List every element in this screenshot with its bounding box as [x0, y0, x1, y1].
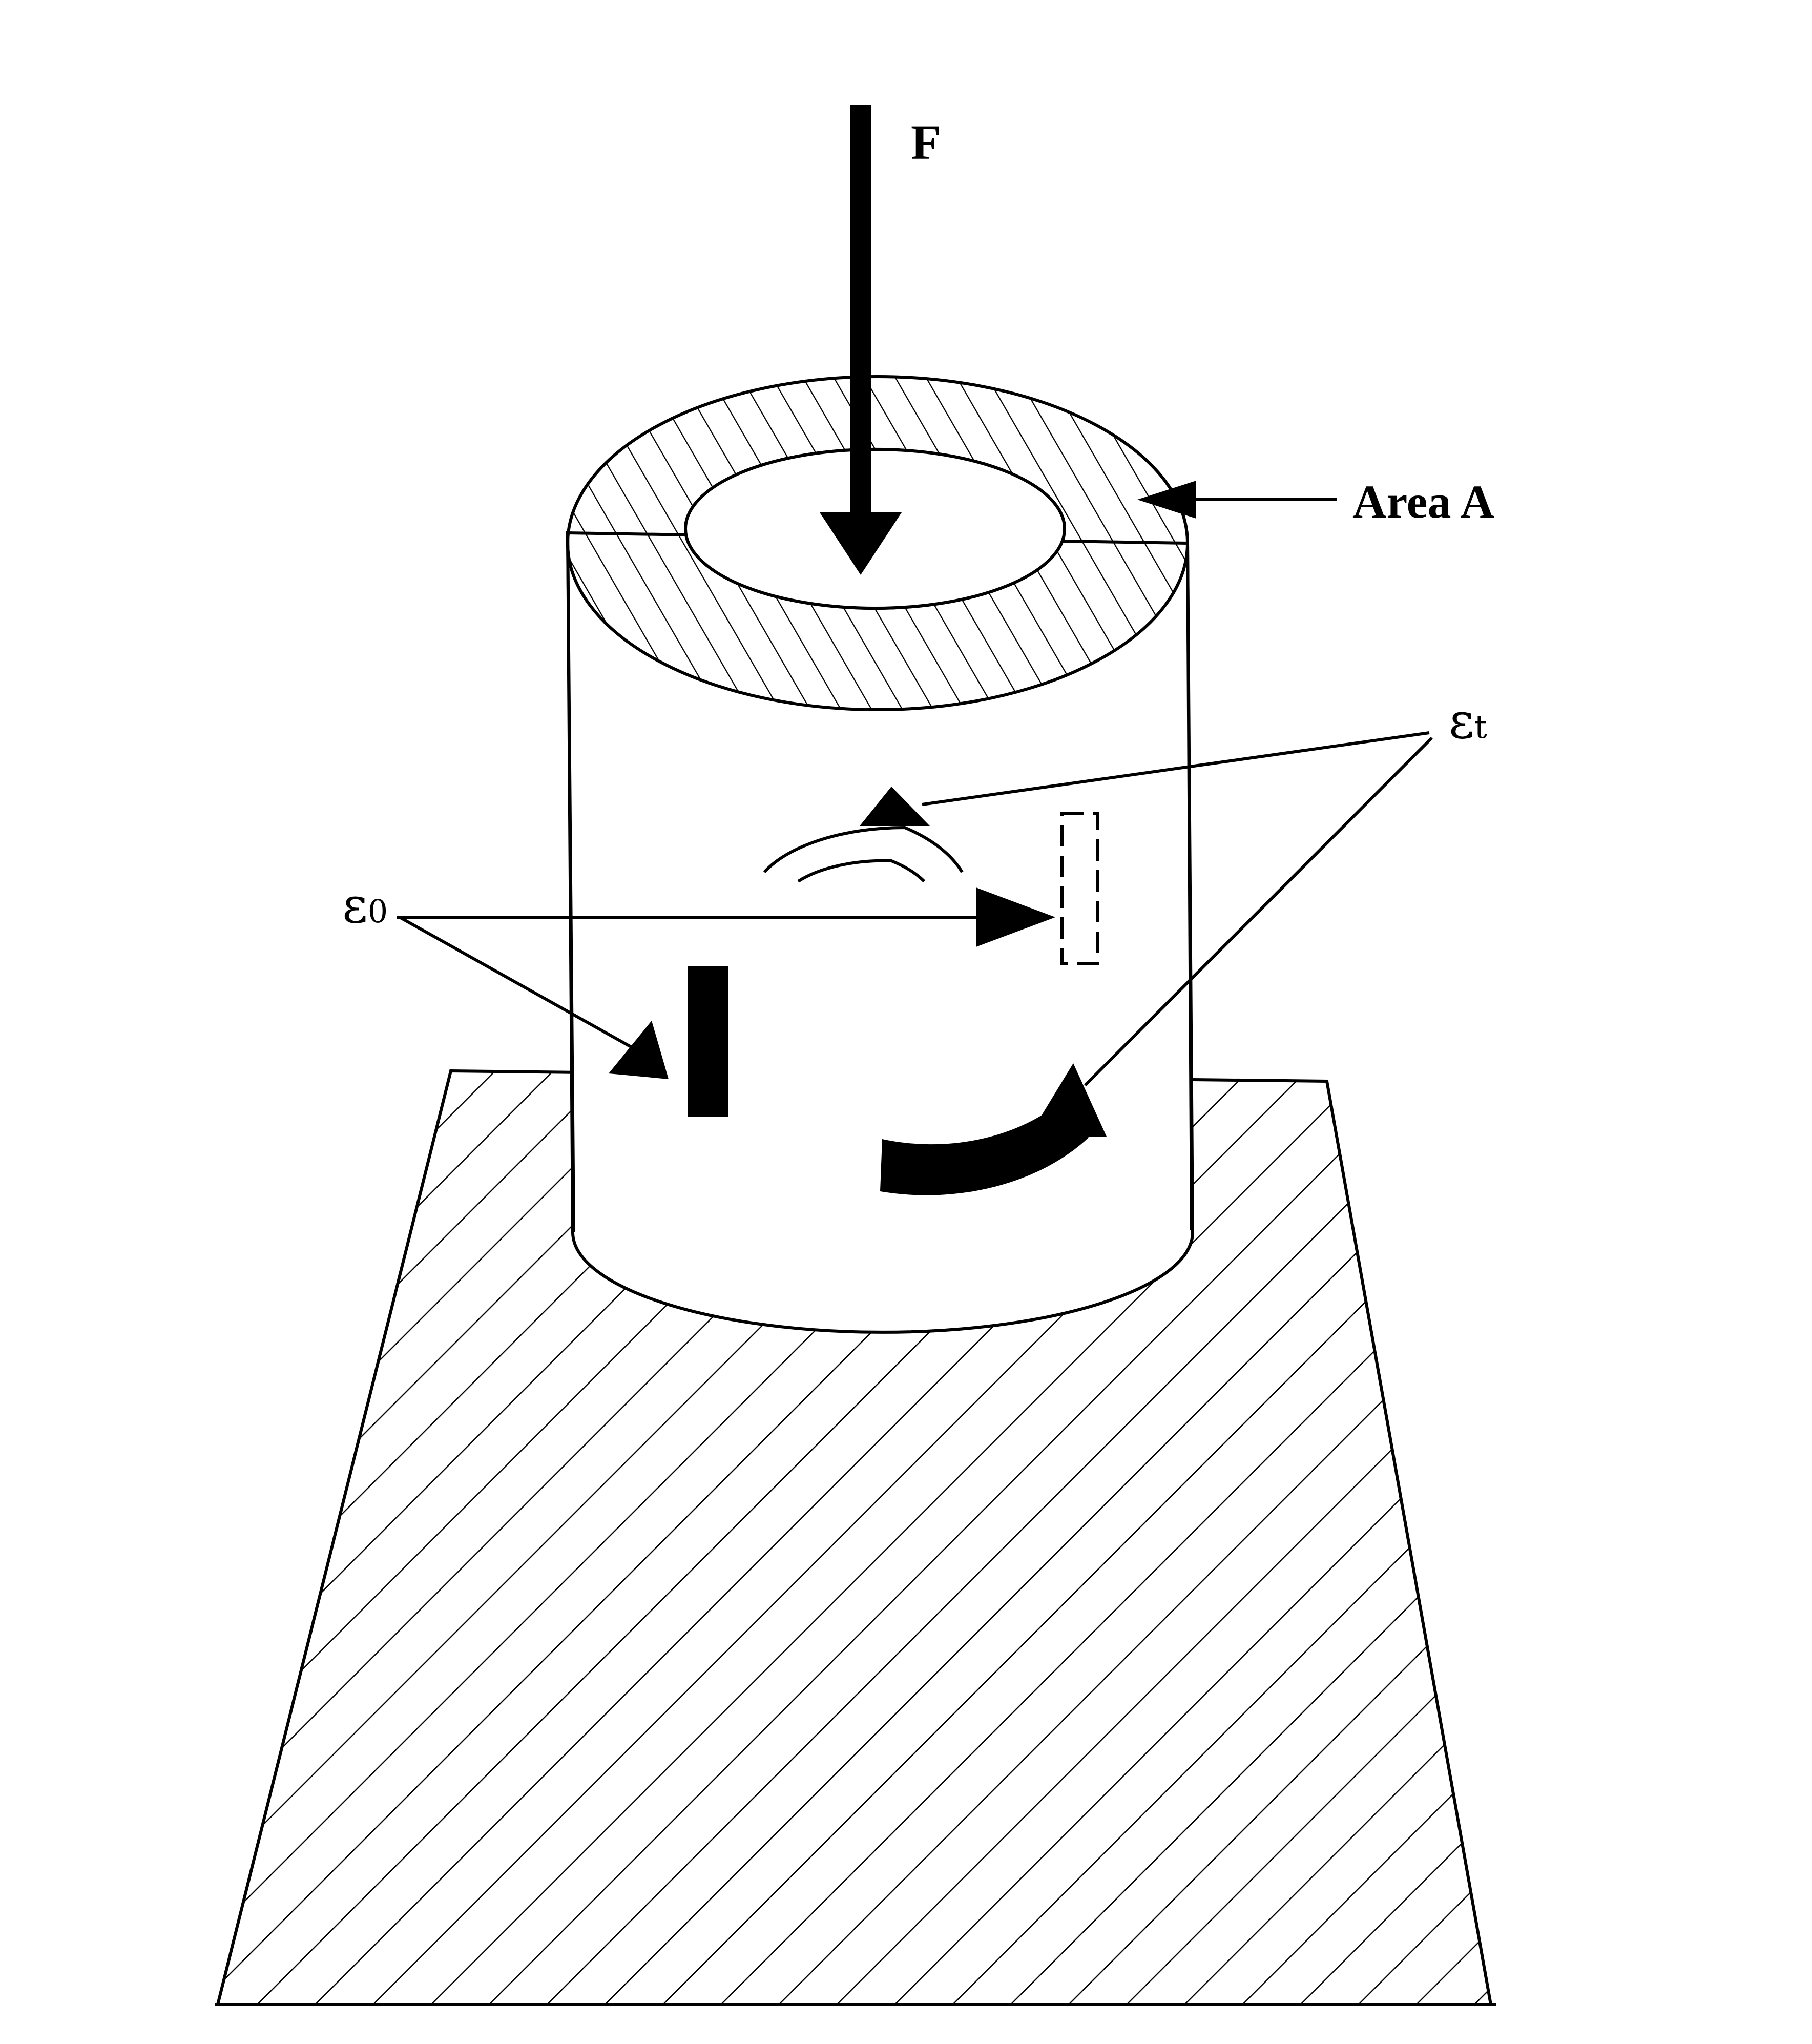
- transverse-leader-back-head: [860, 787, 930, 826]
- area-pointer-head: [1137, 481, 1196, 519]
- transverse-strain-label: εt: [1449, 692, 1487, 750]
- transverse-strain-symbol: ε: [1449, 692, 1474, 750]
- axial-leader-front-head: [609, 1021, 669, 1079]
- transverse-leader-front: [1084, 736, 1433, 1087]
- axial-gauge-side: [1060, 812, 1099, 965]
- force-arrow-shaft: [850, 105, 871, 525]
- cylinder-left-edge: [566, 532, 575, 1233]
- axial-leader-front: [399, 916, 648, 1057]
- cylinder-right-edge: [1186, 543, 1193, 1230]
- transverse-leader-front-head: [1029, 1063, 1107, 1137]
- force-label: F: [911, 115, 941, 170]
- axial-strain-subscript: 0: [368, 893, 388, 930]
- transverse-gauge-back: [763, 825, 964, 883]
- axial-strain-symbol: ε: [342, 877, 368, 934]
- transverse-leader-back: [922, 731, 1430, 806]
- axial-leader-side-head: [976, 887, 1055, 947]
- area-label: Area A: [1352, 476, 1494, 528]
- force-arrow-head: [820, 512, 902, 575]
- axial-strain-label: ε0: [342, 877, 388, 934]
- transverse-strain-subscript: t: [1474, 708, 1487, 746]
- axial-gauge-front: [688, 966, 728, 1117]
